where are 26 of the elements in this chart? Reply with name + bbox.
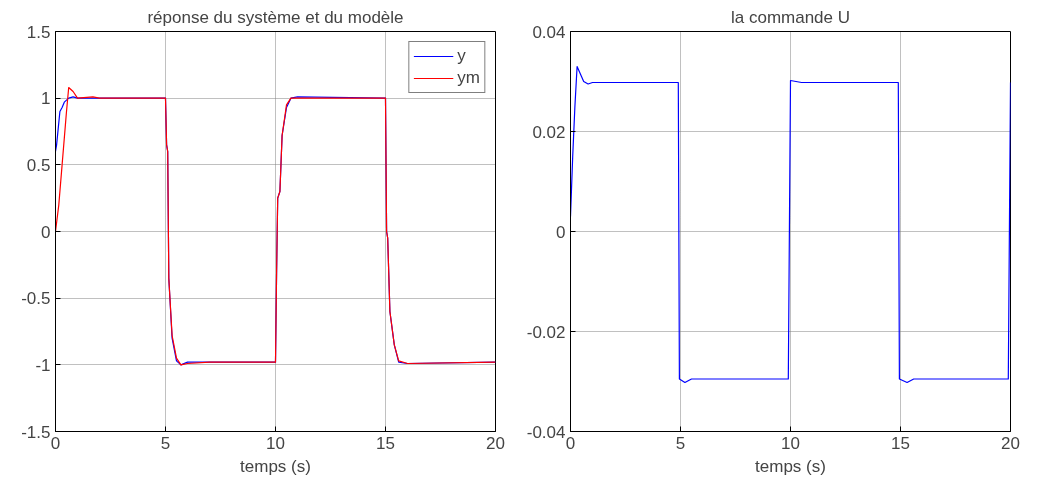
- y-tick-label: 0: [41, 222, 51, 242]
- x-tick-label: 15: [376, 433, 395, 453]
- y-tick-label: 1.5: [26, 22, 51, 42]
- y-tick-label: 1: [41, 89, 51, 109]
- legend-label: ym: [457, 68, 480, 88]
- chart-title: la commande U: [730, 7, 851, 27]
- y-tick-label: 0.02: [532, 122, 566, 142]
- x-axis-title: temps (s): [240, 456, 311, 476]
- y-tick-label: -0.04: [526, 422, 566, 442]
- y-tick-label: 0: [556, 222, 566, 242]
- y-tick-label: -0.5: [21, 289, 51, 309]
- x-tick-label: 15: [891, 433, 910, 453]
- legend-label: y: [457, 46, 467, 66]
- x-axis-title: temps (s): [755, 456, 826, 476]
- x-tick-label: 10: [266, 433, 285, 453]
- x-tick-label: 5: [160, 433, 171, 453]
- y-tick-label: 0.5: [26, 155, 51, 175]
- y-tick-label: -0.02: [526, 322, 566, 342]
- x-tick-label: 5: [675, 433, 686, 453]
- y-tick-label: -1.5: [21, 422, 51, 442]
- y-tick-label: 0.04: [532, 22, 566, 42]
- y-tick-label: -1: [35, 355, 51, 375]
- x-tick-label: 20: [486, 433, 505, 453]
- chart-title: réponse du système et du modèle: [147, 7, 404, 27]
- x-tick-label: 20: [1001, 433, 1020, 453]
- x-tick-label: 10: [781, 433, 800, 453]
